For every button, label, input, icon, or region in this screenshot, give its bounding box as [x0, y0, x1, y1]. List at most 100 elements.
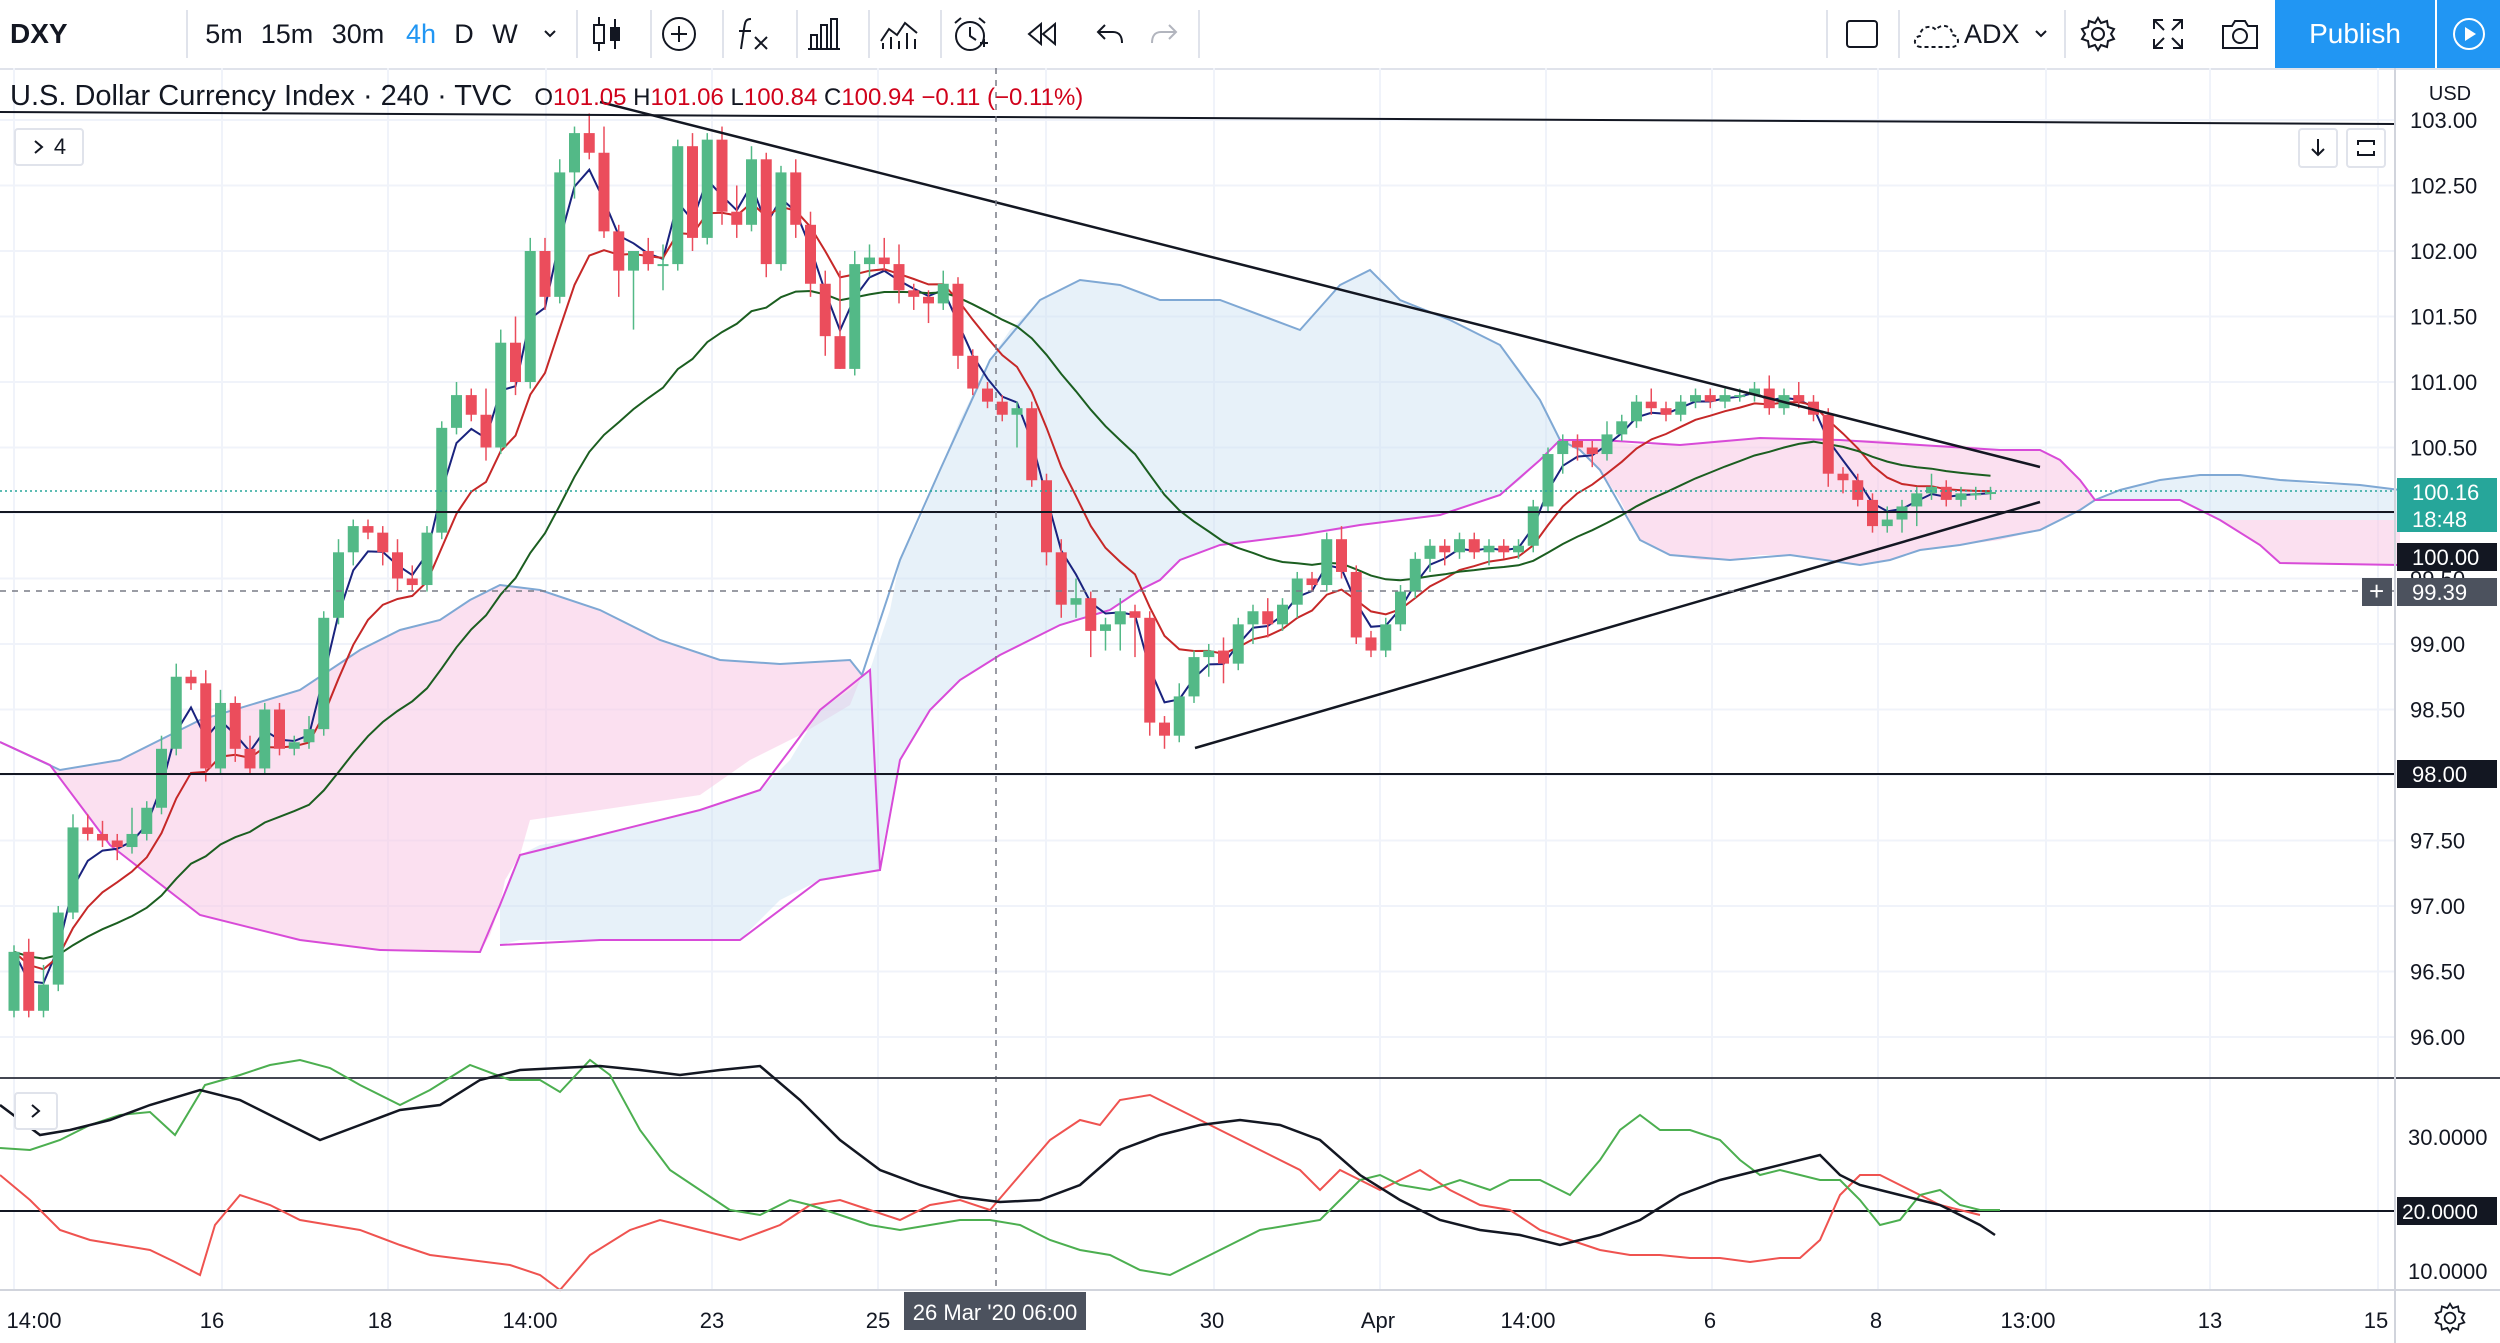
candle-body [1026, 408, 1038, 481]
candle-body [1232, 624, 1244, 664]
kumo-late-bullish [2095, 475, 2400, 520]
interval-5m[interactable]: 5m [205, 18, 243, 49]
fullscreen-icon[interactable] [2140, 0, 2196, 68]
alert-icon[interactable] [942, 0, 998, 68]
indicators-collapse-button[interactable]: 4 [14, 128, 84, 166]
candle-body [982, 388, 993, 402]
candle-body [362, 526, 374, 533]
dropdown-icon[interactable] [532, 0, 568, 68]
redo-icon[interactable] [1140, 0, 1188, 68]
price-tick-label: 102.00 [2410, 239, 2477, 264]
toolbar-divider [650, 10, 652, 58]
scroll-down-button[interactable] [2298, 128, 2338, 168]
candle-body [1572, 440, 1583, 448]
legend-l-label: L [730, 84, 744, 111]
time-tick-label: 18 [368, 1308, 392, 1333]
publish-button[interactable]: Publish [2275, 0, 2435, 68]
candle-body [996, 401, 1008, 415]
candle-body [288, 742, 300, 749]
candle-body [746, 159, 757, 225]
time-tick-label: Apr [1361, 1308, 1395, 1333]
candles-icon[interactable] [580, 0, 634, 68]
time-tick-label: 15 [2364, 1308, 2388, 1333]
legend-change: −0.11 (−0.11%) [921, 84, 1084, 111]
candle-body [185, 676, 197, 684]
countdown-tag-bg [2397, 506, 2497, 532]
crosshair-add-button[interactable] [2362, 578, 2392, 606]
candle-body [775, 172, 787, 265]
level-98-tag-bg [2397, 760, 2497, 788]
level-98-tag: 98.00 [2412, 762, 2467, 787]
last-price-tag: 100.16 [2412, 480, 2479, 505]
settings-icon[interactable] [2070, 0, 2126, 68]
chart-canvas[interactable]: USD 103.00 102.50 102.00 101.50 101.00 100.50 9… [0, 68, 2500, 1343]
chart-settings-icon[interactable] [2428, 1296, 2472, 1340]
interval-30m[interactable]: 30m [331, 18, 385, 49]
candle-body [1483, 545, 1495, 553]
add-icon[interactable] [652, 0, 706, 68]
legend-open: 101.05 [553, 84, 627, 111]
legend-title[interactable]: U.S. Dollar Currency Index · 240 · TVC [10, 80, 513, 112]
candle-body [1277, 604, 1288, 625]
candle-body [1041, 480, 1052, 553]
candle-body [1188, 657, 1200, 697]
chevron-right-icon [34, 140, 44, 154]
price-tick-label: 97.00 [2410, 894, 2465, 919]
adx-tick-label: 30.0000 [2408, 1125, 2488, 1150]
adx-legend-collapse-button[interactable] [14, 1092, 58, 1130]
symbol-search[interactable]: DXY [10, 18, 68, 49]
replay-icon[interactable] [1016, 0, 1068, 68]
candle-body [465, 395, 477, 415]
plus-icon[interactable]: + [2369, 576, 2384, 606]
candle-body [318, 617, 330, 730]
bar-chart-icon[interactable] [796, 0, 852, 68]
ema-8-line [13, 201, 1991, 971]
maximize-pane-button[interactable] [2346, 128, 2386, 168]
candle-body [126, 833, 138, 848]
price-tick-label: 101.00 [2410, 370, 2477, 395]
indicators-count: 4 [53, 134, 67, 159]
layout-icon[interactable] [1836, 0, 1888, 68]
cloud-icon[interactable] [1908, 0, 1964, 68]
interval-d[interactable]: D [454, 18, 474, 49]
arrow-down-icon [2311, 139, 2325, 157]
candle-body [347, 526, 359, 553]
play-icon[interactable] [2437, 0, 2500, 68]
dropdown-icon[interactable] [2026, 0, 2056, 68]
candle-body [1734, 395, 1746, 398]
candle-body [8, 951, 20, 1011]
candle-body [657, 264, 669, 267]
candle-body [1527, 506, 1539, 546]
candle-body [1395, 591, 1406, 625]
ema-25-line [13, 289, 1991, 960]
interval-15m[interactable]: 15m [260, 18, 314, 49]
candle-body [1749, 388, 1760, 396]
interval-4h[interactable]: 4h [405, 18, 437, 49]
price-axis[interactable]: USD 103.00 102.50 102.00 101.50 101.00 100.50 9… [2362, 83, 2497, 1284]
candle-body [583, 133, 595, 153]
kumo-bullish [500, 270, 1560, 945]
candle-body [1970, 493, 1982, 496]
candle-body [1218, 650, 1229, 664]
undo-icon[interactable] [1086, 0, 1134, 68]
candle-body [1468, 539, 1480, 553]
camera-icon[interactable] [2212, 0, 2268, 68]
candle-body [1454, 539, 1465, 553]
candle-body [1129, 611, 1141, 618]
candle-body [259, 709, 271, 769]
toolbar-divider [1898, 10, 1900, 58]
toolbar-divider [796, 10, 798, 58]
templates-icon[interactable] [868, 0, 930, 68]
fx-icon[interactable] [726, 0, 780, 68]
interval-w[interactable]: W [492, 18, 518, 49]
candle-body [1616, 421, 1628, 435]
price-tick-label: 96.00 [2410, 1025, 2465, 1050]
maximize-icon [2357, 140, 2375, 156]
candle-body [38, 984, 49, 1011]
candlesticks [8, 113, 1996, 1018]
candle-body [510, 342, 521, 382]
legend-c-label: C [823, 84, 842, 111]
legend-low: 100.84 [743, 84, 818, 111]
indicator-label[interactable]: ADX [1964, 18, 2020, 49]
time-axis[interactable]: 14:00 16 18 14:00 23 25 30 Apr 14:00 6 8 13:00 13 15 2… [6, 1292, 2388, 1333]
